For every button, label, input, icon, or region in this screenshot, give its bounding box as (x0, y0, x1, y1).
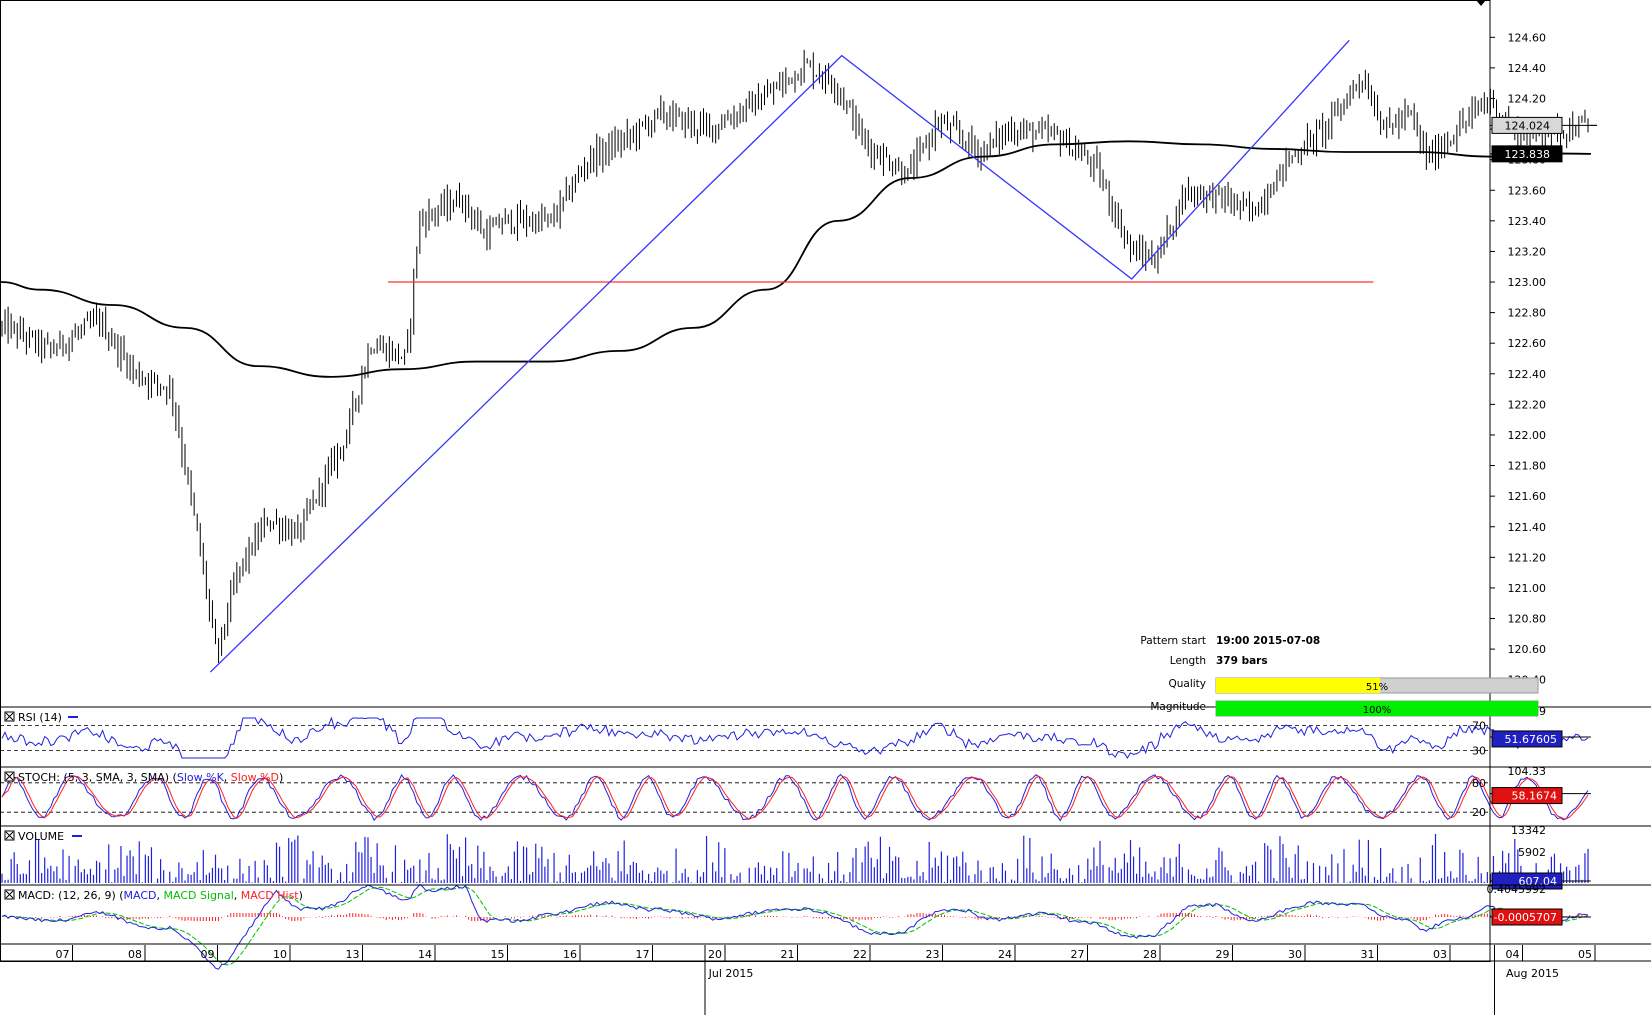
macd-last-box (1491, 908, 1563, 926)
stoch-label: STOCH: (5, 3, SMA, 3, SMA) (Slow %K, Slo… (18, 771, 283, 784)
price-tick-label: 124.60 (1508, 31, 1547, 44)
volume-top-label: 13342 (1511, 824, 1546, 837)
price-tick-label: 123.00 (1508, 276, 1547, 289)
ohlc-bars (1, 49, 1589, 664)
pattern-start-value: 19:00 2015-07-08 (1216, 635, 1320, 647)
x-tick-label: 15 (491, 948, 505, 961)
last-price-label: 124.024 (1505, 119, 1551, 132)
x-tick-label: 04 (1506, 948, 1520, 961)
x-tick-label: 08 (128, 948, 142, 961)
price-tick-label: 120.60 (1508, 643, 1547, 656)
rsi-last-label: 51.67605 (1505, 733, 1558, 746)
x-tick-label: 30 (1288, 948, 1302, 961)
moving-average-line (0, 140, 1591, 378)
pattern-length-value: 379 bars (1216, 655, 1268, 667)
pattern-zigzag-line (209, 39, 1350, 673)
x-tick-label: 24 (998, 948, 1012, 961)
price-tick-label: 121.80 (1508, 460, 1547, 473)
magnitude-bar-fill (1216, 701, 1538, 716)
macd-top-label: 0.4045992 (1487, 883, 1547, 896)
price-panel: 124.60124.40124.20124.00123.80123.60123.… (0, 0, 1597, 687)
x-tick-label: 17 (636, 948, 650, 961)
price-tick-label: 122.20 (1508, 398, 1547, 411)
price-tick-label: 121.20 (1508, 551, 1547, 564)
quality-bar-text: 51% (1366, 682, 1388, 693)
volume-mid-label: 5902 (1518, 846, 1546, 859)
pattern-magnitude-label: Magnitude (1150, 701, 1206, 713)
price-tick-label: 123.60 (1508, 184, 1547, 197)
stoch-close-icon-x (5, 772, 14, 781)
macd-signal-line (1, 886, 1589, 966)
rsi-label: RSI (14) (18, 711, 62, 724)
quality-bar-fill (1216, 678, 1381, 693)
x-tick-label: 16 (563, 948, 577, 961)
x-tick-label: 21 (781, 948, 795, 961)
stoch-d-line (1, 775, 1589, 820)
price-tick-label: 124.40 (1508, 62, 1547, 75)
scroll-arrow-icon (1476, 0, 1486, 6)
macd-panel: 0.4045992 MACD: (12, 26, 9) (MACD, MACD S… (1, 883, 1591, 970)
stoch-last-box (1491, 787, 1563, 805)
stoch-level-label: 20 (1472, 806, 1486, 819)
x-axis: 0607080910131415161720212223242728293031… (0, 945, 1596, 1015)
price-tick-label: 122.40 (1508, 368, 1547, 381)
magnitude-bar-text: 100% (1363, 705, 1392, 716)
price-tick-label: 120.80 (1508, 613, 1547, 626)
pattern-start-label: Pattern start (1140, 635, 1206, 647)
rsi-close-icon-x (5, 712, 14, 721)
ma-price-box (1491, 145, 1563, 163)
price-tick-label: 121.40 (1508, 521, 1547, 534)
pattern-quality-label: Quality (1168, 678, 1206, 690)
rsi-level-label: 70 (1472, 720, 1486, 733)
x-tick-label: 09 (201, 948, 215, 961)
x-tick-label: 03 (1433, 948, 1447, 961)
macd-last-label: -0.0005707 (1494, 911, 1557, 924)
macd-close-icon-x (5, 890, 14, 899)
volume-label: VOLUME (18, 830, 64, 843)
rsi-line (1, 716, 1589, 759)
macd-label: MACD: (12, 26, 9) (MACD, MACD Signal, MA… (18, 889, 303, 902)
x-tick-label: 10 (273, 948, 287, 961)
rsi-last-box (1491, 730, 1563, 748)
pattern-length-label: Length (1170, 655, 1206, 667)
price-tick-label: 122.00 (1508, 429, 1547, 442)
x-tick-label: 07 (56, 948, 70, 961)
x-tick-label: 23 (926, 948, 940, 961)
x-tick-label: 22 (853, 948, 867, 961)
x-tick-label: 29 (1216, 948, 1230, 961)
last-price-box (1491, 116, 1563, 134)
x-tick-label: 05 (1578, 948, 1592, 961)
x-tick-label: 27 (1071, 948, 1085, 961)
ma-price-label: 123.838 (1505, 148, 1551, 161)
x-tick-label: 14 (418, 948, 432, 961)
price-tick-label: 122.60 (1508, 337, 1547, 350)
x-tick-label: 20 (708, 948, 722, 961)
pattern-info-box: Pattern start 19:00 2015-07-08 Length 379 b… (1140, 635, 1539, 717)
stoch-top-label: 104.33 (1508, 765, 1547, 778)
price-tick-label: 123.20 (1508, 245, 1547, 258)
stoch-last-label: 58.1674 (1512, 790, 1558, 803)
volume-close-icon-x (5, 831, 14, 840)
x-tick-label: 28 (1143, 948, 1157, 961)
price-tick-label: 121.60 (1508, 490, 1547, 503)
macd-line (1, 883, 1589, 970)
x-tick-label: 13 (346, 948, 360, 961)
panel-frames (0, 0, 1651, 962)
price-tick-label: 121.00 (1508, 582, 1547, 595)
x-tick-label: 31 (1361, 948, 1375, 961)
price-tick-label: 123.40 (1508, 215, 1547, 228)
month-label: Aug 2015 (1506, 967, 1559, 980)
rsi-level-label: 30 (1472, 745, 1486, 758)
price-tick-label: 124.20 (1508, 92, 1547, 105)
month-label: Jul 2015 (708, 967, 754, 980)
price-tick-label: 122.80 (1508, 307, 1547, 320)
